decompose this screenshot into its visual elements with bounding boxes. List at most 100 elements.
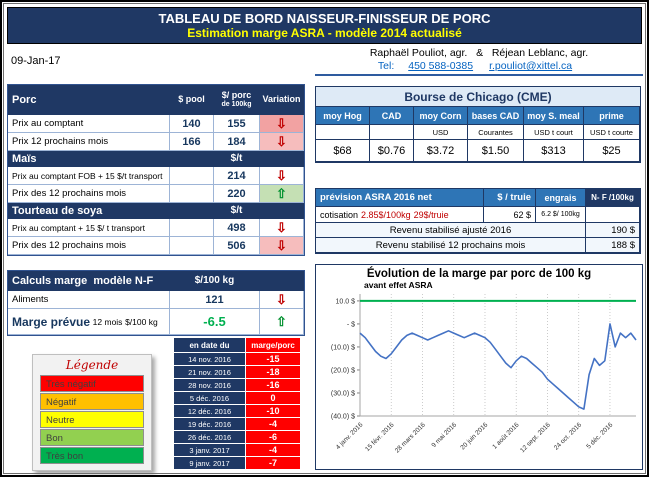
per-100kg-value: 506 bbox=[214, 237, 260, 255]
cme-title: Bourse de Chicago (CME) bbox=[316, 87, 640, 107]
cme-subheader bbox=[370, 125, 414, 140]
section-spacer bbox=[260, 151, 304, 167]
pool-value: 140 bbox=[170, 115, 214, 133]
y-tick-label: 10.0 $ bbox=[336, 298, 356, 305]
price-table: Porc $ pool $/ porc de 100kg Variation P… bbox=[7, 84, 305, 256]
price-table-header: Porc $ pool $/ porc de 100kg Variation bbox=[8, 85, 304, 115]
pool-value bbox=[170, 219, 214, 237]
cotisation-label: cotisation 2.85$/100kg 29$/truie bbox=[316, 207, 484, 223]
cme-column-header: bases CAD bbox=[468, 107, 524, 125]
y-tick-label: (30.0) $ bbox=[331, 390, 355, 397]
variation-cell: ⇩ bbox=[260, 133, 304, 151]
variation-cell: ⇧ bbox=[260, 185, 304, 203]
phone-link[interactable]: 450 588-0385 bbox=[408, 60, 474, 72]
per-100kg-value: 498 bbox=[214, 219, 260, 237]
weekly-margin-value: -6 bbox=[246, 431, 300, 444]
section-header-row: Tourteau de soya $/t bbox=[8, 203, 304, 219]
section-header-row: Maïs $/t bbox=[8, 151, 304, 167]
email-link[interactable]: r.pouliot@xittel.ca bbox=[489, 60, 573, 72]
cme-column-header: CAD bbox=[370, 107, 414, 125]
pool-value bbox=[170, 237, 214, 255]
weekly-margin-value: -15 bbox=[246, 353, 300, 366]
col-en-date-du: en date du bbox=[174, 338, 246, 353]
cme-subheader: USD t court bbox=[524, 125, 584, 140]
asra-table: prévision ASRA 2016 net $ / truie engrai… bbox=[315, 188, 641, 254]
weekly-margin-header: en date du marge/porc bbox=[174, 338, 301, 353]
weekly-margin-date: 26 déc. 2016 bbox=[174, 431, 246, 444]
cme-subheader: Courantes bbox=[468, 125, 524, 140]
y-tick-label: (20.0) $ bbox=[331, 367, 355, 374]
price-row: Prix des 12 prochains mois 506 ⇩ bbox=[8, 237, 304, 255]
aliments-value: 121 bbox=[170, 291, 260, 309]
x-tick-label: 5 déc. 2016 bbox=[585, 421, 614, 450]
cme-column-header: prime bbox=[584, 107, 640, 125]
x-tick-label: 24 oct. 2016 bbox=[553, 421, 584, 452]
weekly-margin-row: 28 nov. 2016 -16 bbox=[174, 379, 301, 392]
marge-variation-cell: ⇧ bbox=[260, 309, 304, 335]
cme-value: $25 bbox=[584, 140, 640, 162]
variation-cell: ⇩ bbox=[260, 219, 304, 237]
per-100kg-value: 220 bbox=[214, 185, 260, 203]
margin-series-line bbox=[359, 323, 637, 410]
section-unit: $/t bbox=[214, 151, 260, 167]
aliments-variation-cell: ⇩ bbox=[260, 291, 304, 309]
contact-line: Tel: 450 588-0385 r.pouliot@xittel.ca bbox=[315, 60, 643, 72]
calc-table-header: Calculs marge modèle N-F $/100 kg bbox=[8, 271, 304, 291]
legend-item: Négatif bbox=[40, 393, 144, 410]
down-arrow-icon: ⇩ bbox=[276, 116, 287, 131]
aliments-label: Aliments bbox=[8, 291, 170, 309]
weekly-margin-date: 14 nov. 2016 bbox=[174, 353, 246, 366]
weekly-margin-date: 21 nov. 2016 bbox=[174, 366, 246, 379]
legend-title: Légende bbox=[65, 358, 119, 372]
y-tick-label: (10.0) $ bbox=[331, 344, 355, 351]
calc-header-spacer bbox=[260, 271, 304, 291]
y-tick-label: (40.0) $ bbox=[331, 414, 355, 421]
row-label: Prix au comptant bbox=[8, 115, 170, 133]
weekly-margin-date: 19 déc. 2016 bbox=[174, 418, 246, 431]
weekly-margin-row: 21 nov. 2016 -18 bbox=[174, 366, 301, 379]
y-tick-label: - $ bbox=[347, 321, 355, 328]
contact-block: Raphaël Pouliot, agr. & Réjean Leblanc, … bbox=[315, 47, 643, 76]
revenu-12mois-row: Revenu stabilisé 12 prochains mois 188 $ bbox=[316, 238, 640, 253]
asra-col-truie: $ / truie bbox=[484, 189, 536, 207]
x-tick-label: 9 mai 2016 bbox=[430, 421, 458, 449]
weekly-margin-value: -4 bbox=[246, 444, 300, 457]
down-arrow-icon: ⇩ bbox=[276, 168, 287, 183]
row-label: Prix des 12 prochains mois bbox=[8, 237, 170, 255]
cme-subheader: USD t courte bbox=[584, 125, 640, 140]
price-row: Prix au comptant + 15 $/ t transport 498 ⇩ bbox=[8, 219, 304, 237]
page-title: TABLEAU DE BORD NAISSEUR-FINISSEUR DE PO… bbox=[158, 11, 491, 26]
per-100kg-value: 214 bbox=[214, 167, 260, 185]
x-tick-label: 20 juin 2016 bbox=[459, 421, 489, 451]
asra-title: prévision ASRA 2016 net bbox=[316, 189, 484, 207]
marge-prevue-value: -6.5 bbox=[170, 309, 260, 335]
cme-table: Bourse de Chicago (CME) moy Hog CAD moy Co… bbox=[315, 86, 641, 163]
weekly-margin-date: 28 nov. 2016 bbox=[174, 379, 246, 392]
cotisation-truie-value: 62 $ bbox=[484, 207, 536, 223]
legend-item: Neutre bbox=[40, 411, 144, 428]
asra-header-row: prévision ASRA 2016 net $ / truie engrai… bbox=[316, 189, 640, 207]
col-variation-header: Variation bbox=[260, 85, 304, 115]
marge-prevue-label: Marge prévue 12 mois $/100 kg bbox=[8, 309, 170, 335]
section-spacer bbox=[260, 203, 304, 219]
variation-cell: ⇩ bbox=[260, 237, 304, 255]
legend-item: Très négatif bbox=[40, 375, 144, 392]
cotisation-nf-cell bbox=[586, 207, 640, 223]
section-spacer bbox=[170, 151, 214, 167]
marge-prevue-row: Marge prévue 12 mois $/100 kg -6.5 ⇧ bbox=[8, 309, 304, 335]
revenu-12mois-value: 188 $ bbox=[586, 238, 640, 253]
pool-value bbox=[170, 167, 214, 185]
price-row: Prix au comptant FOB + 15 $/t transport 2… bbox=[8, 167, 304, 185]
calc-table: Calculs marge modèle N-F $/100 kg Alimen… bbox=[7, 270, 305, 336]
weekly-margin-table: en date du marge/porc 14 nov. 2016 -15 21 … bbox=[174, 338, 301, 470]
authors-line: Raphaël Pouliot, agr. & Réjean Leblanc, … bbox=[369, 47, 589, 59]
aliments-row: Aliments 121 ⇩ bbox=[8, 291, 304, 309]
legend-box: Légende Très négatif Négatif Neutre Bon Très… bbox=[32, 354, 152, 471]
weekly-margin-row: 9 janv. 2017 -7 bbox=[174, 457, 301, 470]
weekly-margin-date: 12 déc. 2016 bbox=[174, 405, 246, 418]
weekly-margin-value: -16 bbox=[246, 379, 300, 392]
margin-chart: Évolution de la marge par porc de 100 kg… bbox=[315, 264, 643, 470]
pool-value: 166 bbox=[170, 133, 214, 151]
price-row: Prix au comptant 140 155 ⇩ bbox=[8, 115, 304, 133]
